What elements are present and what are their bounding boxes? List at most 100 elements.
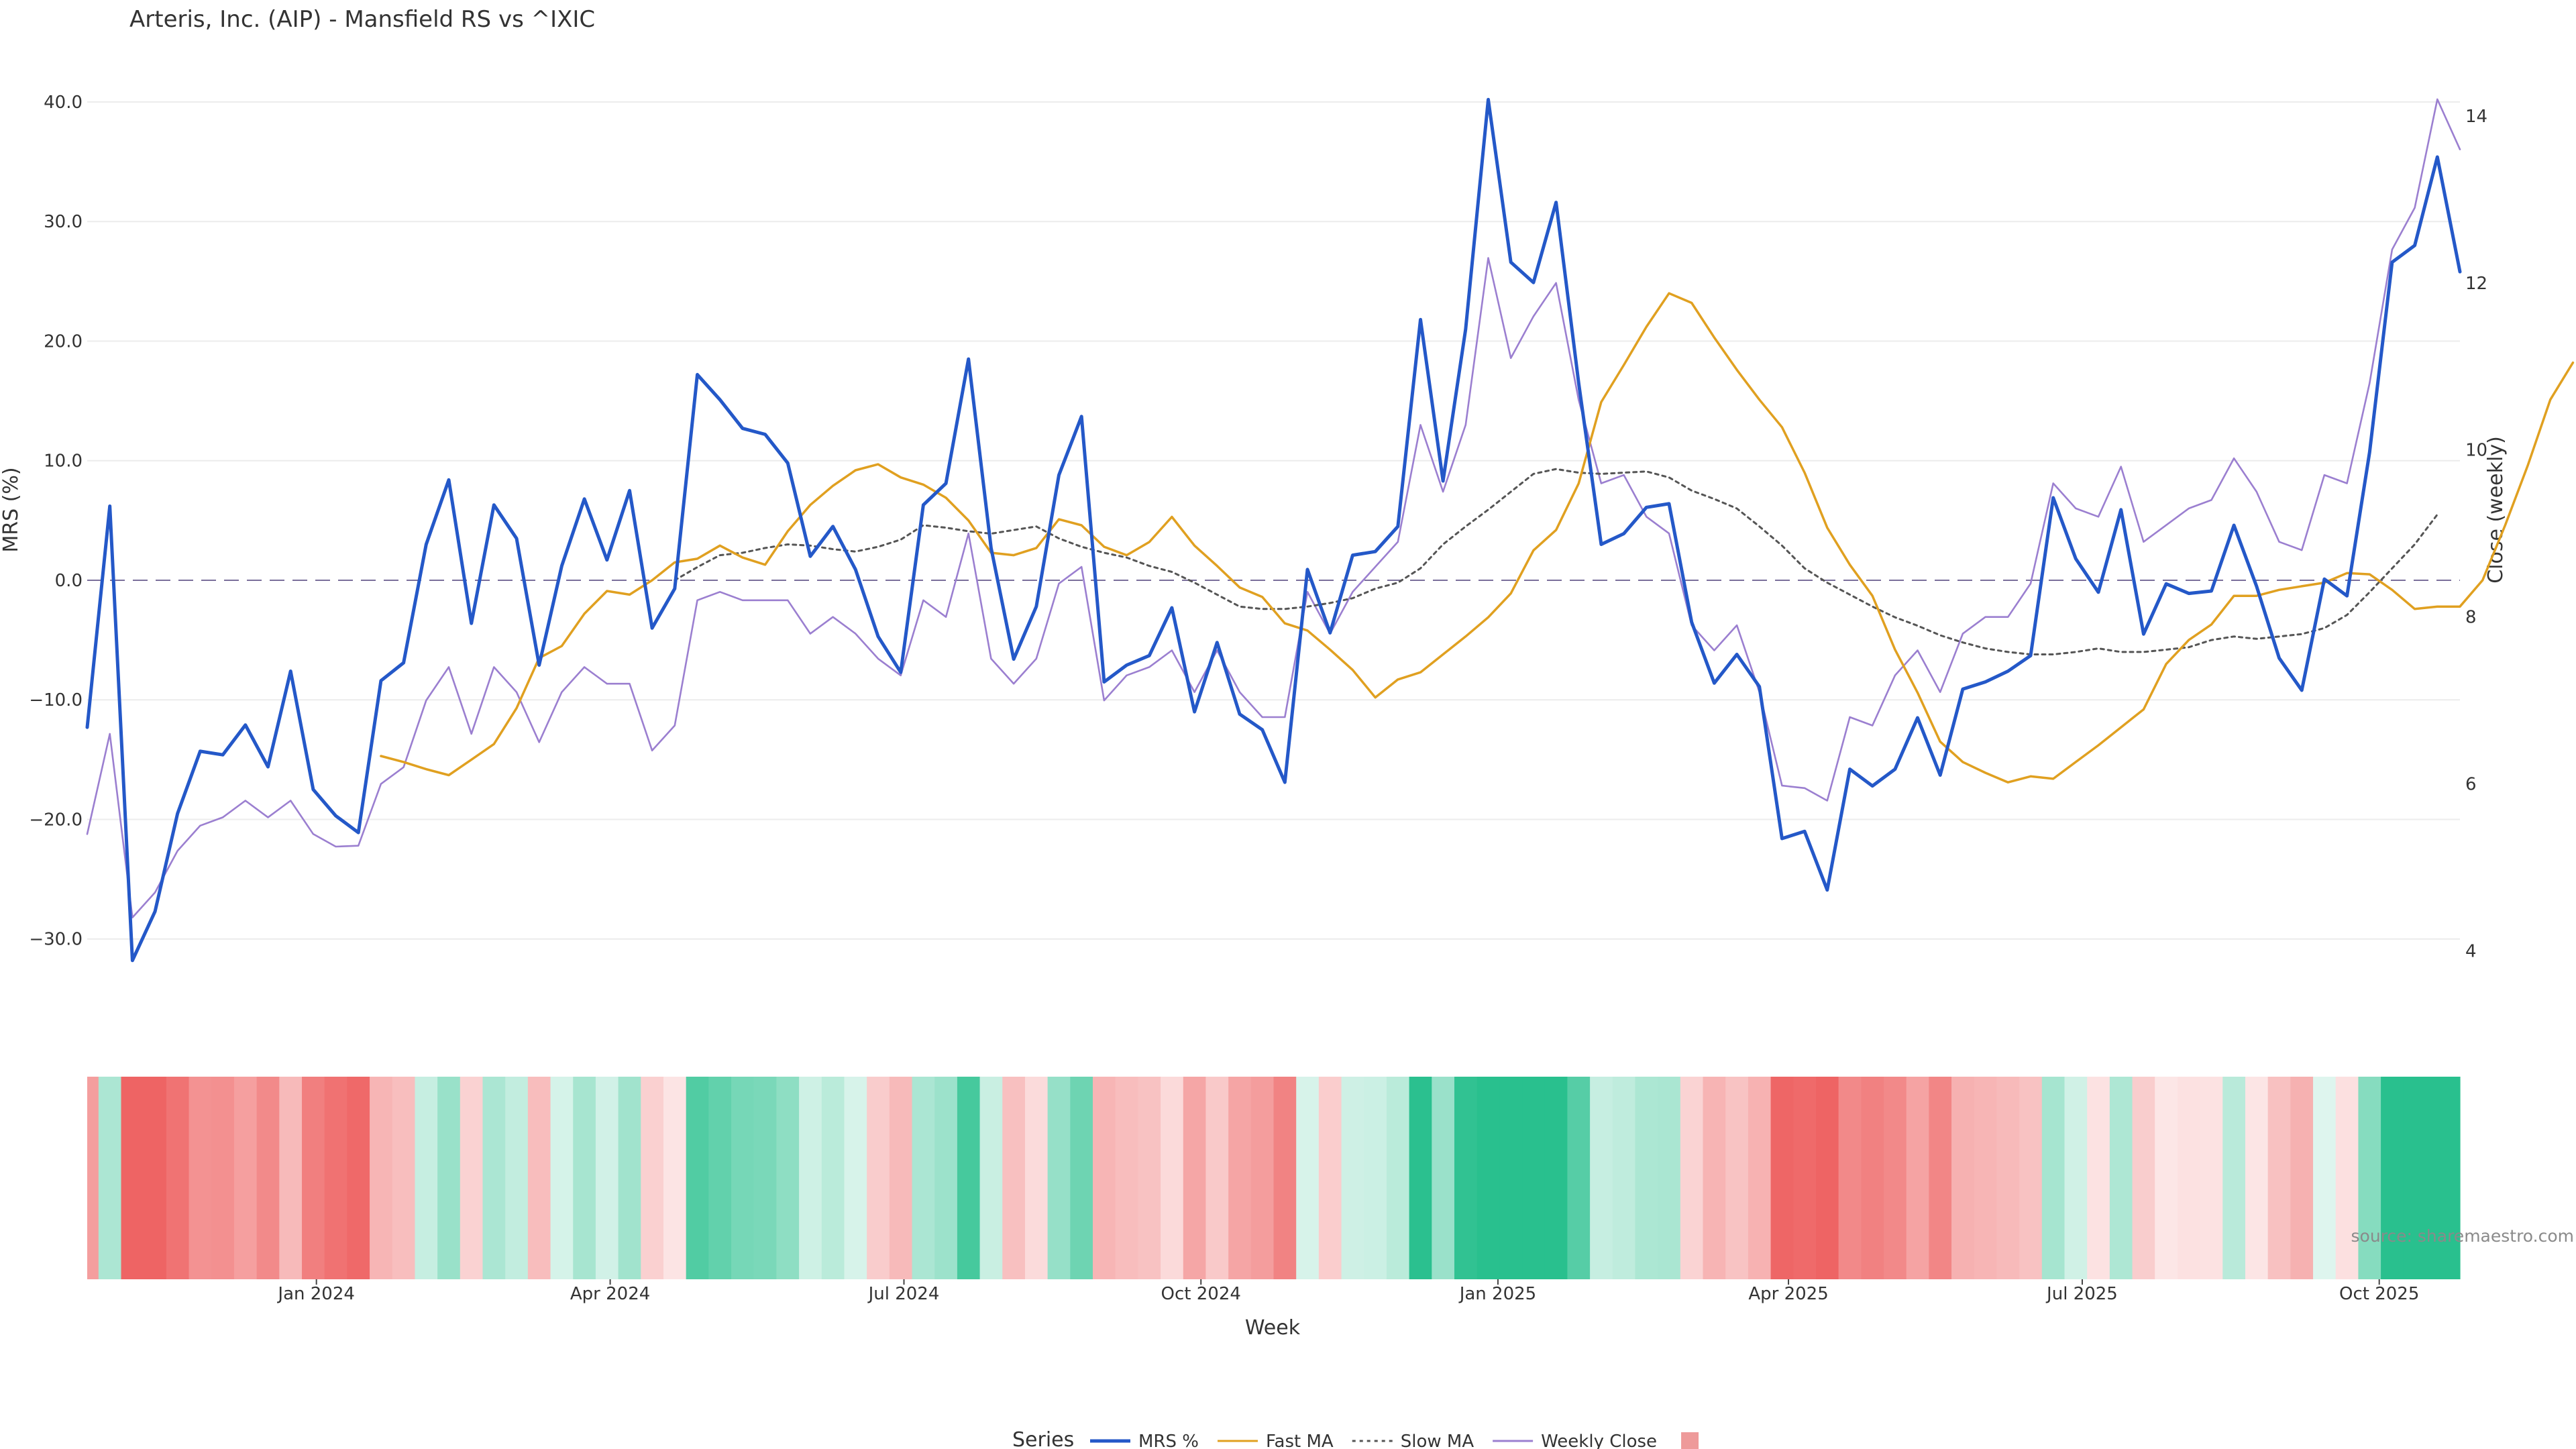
- heatmap-cell: [618, 1077, 641, 1279]
- heatmap-cell: [1612, 1077, 1636, 1279]
- y-tick-label-right: 12: [2465, 274, 2487, 294]
- heatmap-cell: [347, 1077, 370, 1279]
- series-line-fast-ma: [380, 292, 2575, 784]
- heatmap-cell: [1499, 1077, 1523, 1279]
- heatmap-cell: [2041, 1077, 2065, 1279]
- series-line-weekly-close: [86, 98, 2461, 918]
- heatmap-cell: [867, 1077, 890, 1279]
- heatmap-cell: [1296, 1077, 1320, 1279]
- heatmap-cell: [1364, 1077, 1387, 1279]
- heatmap-cell: [1477, 1077, 1500, 1279]
- heatmap-cell: [166, 1077, 190, 1279]
- right-axis-ticks: 14 12 10 8 6 4: [2465, 107, 2487, 962]
- heatmap-cell: [2358, 1077, 2381, 1279]
- heatmap-cell: [1680, 1077, 1704, 1279]
- heatmap-cell: [211, 1077, 235, 1279]
- heatmap-cell: [1318, 1077, 1342, 1279]
- legend-item: Weekly Close: [1493, 1432, 1657, 1449]
- heatmap-cell: [957, 1077, 981, 1279]
- heatmap-cell: [1047, 1077, 1071, 1279]
- series-line-mrs: [85, 97, 2462, 963]
- heatmap-cell: [1861, 1077, 1884, 1279]
- y-tick-label-right: 6: [2465, 775, 2477, 795]
- y-tick-label-right: 10: [2465, 441, 2487, 461]
- heatmap-cell: [2132, 1077, 2155, 1279]
- heatmap-cell: [573, 1077, 596, 1279]
- legend-heatmap-swatch: [1681, 1432, 1699, 1449]
- heatmap-cell: [87, 1077, 99, 1279]
- y-tick-label-left: 10.0: [44, 451, 83, 472]
- heatmap-cell: [1703, 1077, 1726, 1279]
- heatmap-cell: [1115, 1077, 1138, 1279]
- x-tick-label: Jul 2024: [867, 1284, 940, 1304]
- heatmap-cell: [1002, 1077, 1026, 1279]
- heatmap-cell: [889, 1077, 913, 1279]
- x-axis-label: Week: [1245, 1316, 1301, 1340]
- heatmap-cell: [233, 1077, 258, 1279]
- y-tick-label-right: 8: [2465, 608, 2477, 628]
- heatmap-cell: [799, 1077, 822, 1279]
- heatmap-cell: [415, 1077, 438, 1279]
- heatmap-cell: [595, 1077, 619, 1279]
- legend-title: Series: [1012, 1428, 1074, 1449]
- heatmap-cell: [1341, 1077, 1364, 1279]
- heatmap-strip: [87, 1077, 2461, 1279]
- x-tick-label: Apr 2024: [570, 1284, 650, 1304]
- legend: Series MRS % Fast MA Slow MA Weekly Close: [1012, 1428, 1699, 1449]
- heatmap-cell: [821, 1077, 845, 1279]
- heatmap-cell: [1273, 1077, 1297, 1279]
- heatmap-cell: [505, 1077, 529, 1279]
- heatmap-cell: [460, 1077, 484, 1279]
- heatmap-cell: [189, 1077, 212, 1279]
- heatmap-cell: [482, 1077, 506, 1279]
- x-tick-label: Jan 2024: [276, 1284, 355, 1304]
- heatmap-cell: [753, 1077, 777, 1279]
- heatmap-cell: [2335, 1077, 2359, 1279]
- heatmap-cell: [1748, 1077, 1772, 1279]
- heatmap-cell: [144, 1077, 167, 1279]
- heatmap-cell: [1024, 1077, 1049, 1279]
- heatmap-cell: [1906, 1077, 1929, 1279]
- legend-label: MRS %: [1138, 1432, 1199, 1449]
- heatmap-cell: [1070, 1077, 1093, 1279]
- heatmap-cell: [2087, 1077, 2110, 1279]
- legend-item: MRS %: [1090, 1432, 1199, 1449]
- heatmap-cell: [2426, 1077, 2449, 1279]
- heatmap-cell: [2200, 1077, 2223, 1279]
- heatmap-cell: [776, 1077, 800, 1279]
- heatmap-cell: [1161, 1077, 1184, 1279]
- heatmap-cell: [1183, 1077, 1207, 1279]
- series-layer: [85, 97, 2575, 963]
- y-tick-label-left: −20.0: [29, 810, 83, 830]
- series-line-slow-ma: [674, 468, 2438, 655]
- y-tick-label-right: 4: [2465, 942, 2477, 962]
- heatmap-cell: [302, 1077, 325, 1279]
- heatmap-cell: [279, 1077, 303, 1279]
- heatmap-cell: [2290, 1077, 2314, 1279]
- heatmap-cell: [2064, 1077, 2088, 1279]
- heatmap-cell: [1996, 1077, 2020, 1279]
- y-tick-label-left: 40.0: [44, 93, 83, 113]
- heatmap-cell: [1725, 1077, 1749, 1279]
- legend-label: Fast MA: [1266, 1432, 1334, 1449]
- heatmap-cell: [527, 1077, 551, 1279]
- legend-item: Fast MA: [1217, 1432, 1334, 1449]
- heatmap-cell: [1838, 1077, 1862, 1279]
- heatmap-cell: [1454, 1077, 1478, 1279]
- legend-label: Slow MA: [1401, 1432, 1474, 1449]
- heatmap-cell: [324, 1077, 347, 1279]
- heatmap-cell: [256, 1077, 280, 1279]
- heatmap-cell: [2267, 1077, 2291, 1279]
- heatmap-cell: [98, 1077, 122, 1279]
- heatmap-cell: [370, 1077, 393, 1279]
- heatmap-cell: [437, 1077, 461, 1279]
- heatmap-cell: [2019, 1077, 2043, 1279]
- x-tick-label: Jan 2025: [1458, 1284, 1537, 1304]
- heatmap-cell: [686, 1077, 709, 1279]
- y-tick-label-left: 0.0: [55, 571, 83, 591]
- y-tick-label-left: 30.0: [44, 212, 83, 232]
- heatmap-cell: [708, 1077, 732, 1279]
- heatmap-cell: [2155, 1077, 2178, 1279]
- y-axis-label-right: Close (weekly): [2484, 436, 2508, 584]
- x-tick-label: Oct 2024: [1161, 1284, 1241, 1304]
